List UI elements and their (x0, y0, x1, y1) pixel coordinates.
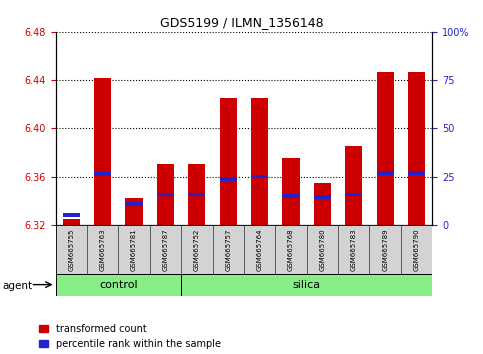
Text: GSM665781: GSM665781 (131, 228, 137, 271)
Bar (126, 202, 142, 206)
Bar (251, 98, 268, 225)
Bar (314, 183, 331, 225)
Legend: transformed count, percentile rank within the sample: transformed count, percentile rank withi… (39, 324, 221, 349)
Text: silica: silica (293, 280, 321, 290)
Bar (181, 274, 432, 296)
Text: GSM665757: GSM665757 (225, 228, 231, 271)
Text: GSM665780: GSM665780 (319, 228, 326, 271)
Bar (345, 147, 362, 225)
Bar (408, 72, 425, 225)
Bar (251, 175, 268, 178)
Bar (377, 72, 394, 225)
Bar (283, 159, 299, 225)
Text: control: control (99, 280, 138, 290)
Bar (188, 165, 205, 225)
Bar (157, 193, 174, 196)
Bar (63, 219, 80, 225)
Bar (345, 193, 362, 196)
Text: GSM665752: GSM665752 (194, 228, 200, 271)
Bar (94, 78, 111, 225)
Bar (220, 177, 237, 181)
Bar (56, 274, 181, 296)
Text: agent: agent (2, 281, 32, 291)
Bar (157, 165, 174, 225)
Text: GSM665787: GSM665787 (162, 228, 169, 271)
Bar (188, 193, 205, 196)
Text: GSM665789: GSM665789 (382, 228, 388, 271)
Bar (220, 98, 237, 225)
Bar (63, 213, 80, 217)
Bar (377, 171, 394, 175)
Bar (314, 195, 331, 199)
Bar (126, 198, 142, 225)
Text: GSM665764: GSM665764 (256, 228, 263, 271)
Bar (408, 171, 425, 175)
Bar (283, 194, 299, 198)
Text: GSM665768: GSM665768 (288, 228, 294, 271)
Text: GSM665790: GSM665790 (413, 228, 420, 271)
Text: GSM665783: GSM665783 (351, 228, 357, 271)
Bar (94, 172, 111, 176)
Text: GDS5199 / ILMN_1356148: GDS5199 / ILMN_1356148 (160, 16, 323, 29)
Text: GSM665755: GSM665755 (68, 228, 74, 271)
Text: GSM665763: GSM665763 (99, 228, 106, 271)
